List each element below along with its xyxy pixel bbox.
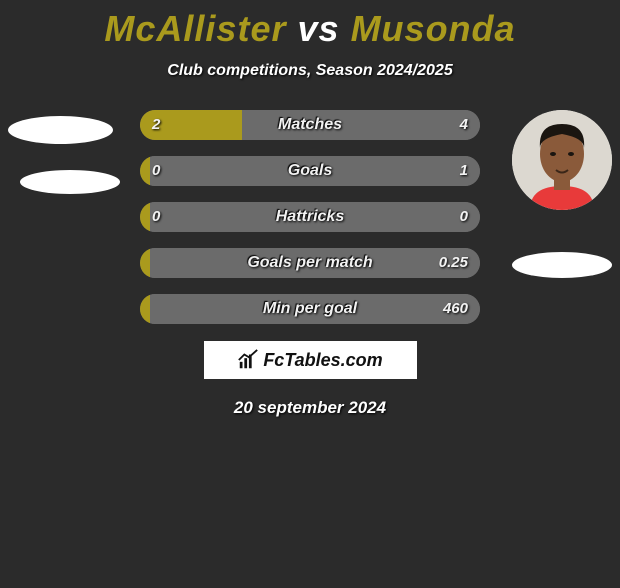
title-vs: vs [298,8,340,49]
avatar-right [512,110,612,210]
shadow-ellipse [512,252,612,278]
stat-bar-right [150,156,480,186]
stat-bar-left [140,294,150,324]
stat-bar-left [140,156,150,186]
stat-row: Matches24 [140,110,480,140]
stat-row: Goals per match0.25 [140,248,480,278]
stat-bar-right [150,202,480,232]
decorative-ellipse [8,116,113,144]
comparison-stage: Matches24 Goals01 Hattricks00 Goals per mat… [0,110,620,324]
stat-bar-left [140,248,150,278]
avatar-right-svg [512,110,612,210]
decorative-ellipse [20,170,120,194]
stat-bar-right [150,294,480,324]
player-right-panel [480,110,620,410]
stat-bar-left [140,110,242,140]
subtitle: Club competitions, Season 2024/2025 [0,62,620,80]
player-left-panel [0,110,140,410]
stat-row: Hattricks00 [140,202,480,232]
stat-row: Min per goal460 [140,294,480,324]
neck [554,178,570,190]
title-player2: Musonda [351,8,516,49]
stat-bar-right [150,248,480,278]
brand-badge: FcTables.com [203,340,418,380]
brand-text: FcTables.com [263,350,382,371]
comparison-title: McAllister vs Musonda [0,8,620,50]
brand-chart-icon [237,349,259,371]
stat-bars: Matches24 Goals01 Hattricks00 Goals per mat… [140,110,480,324]
title-player1: McAllister [104,8,286,49]
stat-bar-right [242,110,480,140]
stat-row: Goals01 [140,156,480,186]
stat-bar-left [140,202,150,232]
